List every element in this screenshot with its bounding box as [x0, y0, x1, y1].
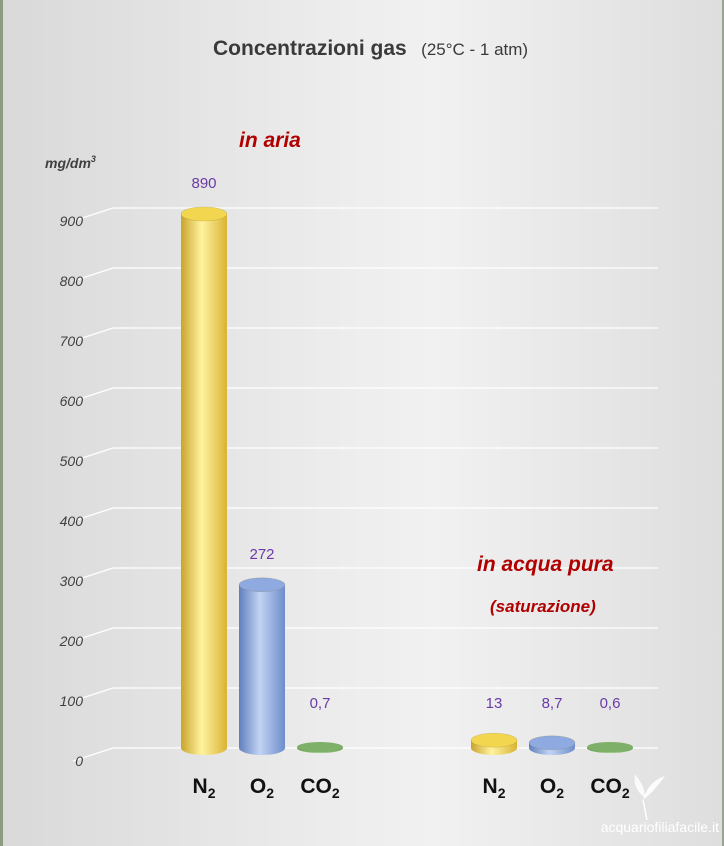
bar-top	[297, 742, 343, 752]
bar-top	[470, 732, 518, 748]
bar-top	[238, 577, 286, 593]
category-label: CO2	[590, 775, 630, 801]
bar	[297, 742, 343, 753]
y-tick-label: 0	[75, 753, 83, 769]
gridline	[72, 387, 658, 402]
gridline	[72, 207, 658, 222]
group-label-air: in aria	[239, 129, 301, 152]
gridline	[72, 447, 658, 462]
gridline	[72, 267, 658, 282]
category-label: O2	[250, 775, 274, 801]
y-tick-label: 900	[60, 213, 84, 229]
gridline	[72, 507, 658, 522]
chart-canvas: 0 100 200 300 400 500 600 700 800 900 890 272 0,7 13…	[45, 37, 719, 835]
leaf-icon	[634, 774, 665, 821]
y-tick-label: 200	[59, 633, 84, 649]
y-tick-label: 800	[60, 273, 84, 289]
value-label: 0,6	[600, 695, 621, 712]
category-label: N2	[193, 775, 216, 801]
bar-body	[239, 584, 285, 755]
bar	[470, 732, 518, 755]
gridline	[72, 567, 658, 582]
bar	[180, 206, 228, 755]
bar	[587, 742, 633, 753]
category-labels: N2 O2 CO2 N2 O2 CO2	[193, 775, 630, 801]
bar-top	[528, 735, 576, 751]
bar	[528, 735, 576, 755]
y-tick-label: 400	[60, 513, 84, 529]
y-tick-label: 300	[60, 573, 84, 589]
gridline	[72, 327, 658, 342]
gridline	[72, 687, 658, 702]
y-tick-label: 700	[60, 333, 84, 349]
bars	[180, 206, 633, 755]
y-tick-label: 600	[60, 393, 84, 409]
bar-top	[180, 206, 228, 222]
category-label: O2	[540, 775, 564, 801]
category-label: CO2	[300, 775, 340, 801]
group-sublabel-water: (saturazione)	[490, 597, 596, 616]
value-label: 890	[191, 175, 216, 192]
bar-body	[181, 214, 227, 755]
bar	[238, 577, 286, 755]
y-axis-ticks: 0 100 200 300 400 500 600 700 800 900	[59, 213, 84, 769]
value-label: 272	[249, 546, 274, 563]
chart-title: Concentrazioni gas (25°C - 1 atm)	[213, 37, 528, 60]
gridlines	[72, 207, 658, 762]
group-label-water: in acqua pura	[477, 553, 614, 576]
category-label: N2	[483, 775, 506, 801]
gridline	[72, 627, 658, 642]
y-tick-label: 100	[60, 693, 84, 709]
value-labels: 890 272 0,7 13 8,7 0,6	[191, 175, 620, 712]
y-axis-unit: mg/dm3	[45, 154, 96, 171]
value-label: 13	[486, 695, 503, 712]
y-tick-label: 500	[60, 453, 84, 469]
bar-top	[587, 742, 633, 752]
watermark: acquariofiliafacile.it	[601, 774, 719, 835]
watermark-text: acquariofiliafacile.it	[601, 819, 719, 835]
value-label: 0,7	[310, 695, 331, 712]
value-label: 8,7	[542, 695, 563, 712]
